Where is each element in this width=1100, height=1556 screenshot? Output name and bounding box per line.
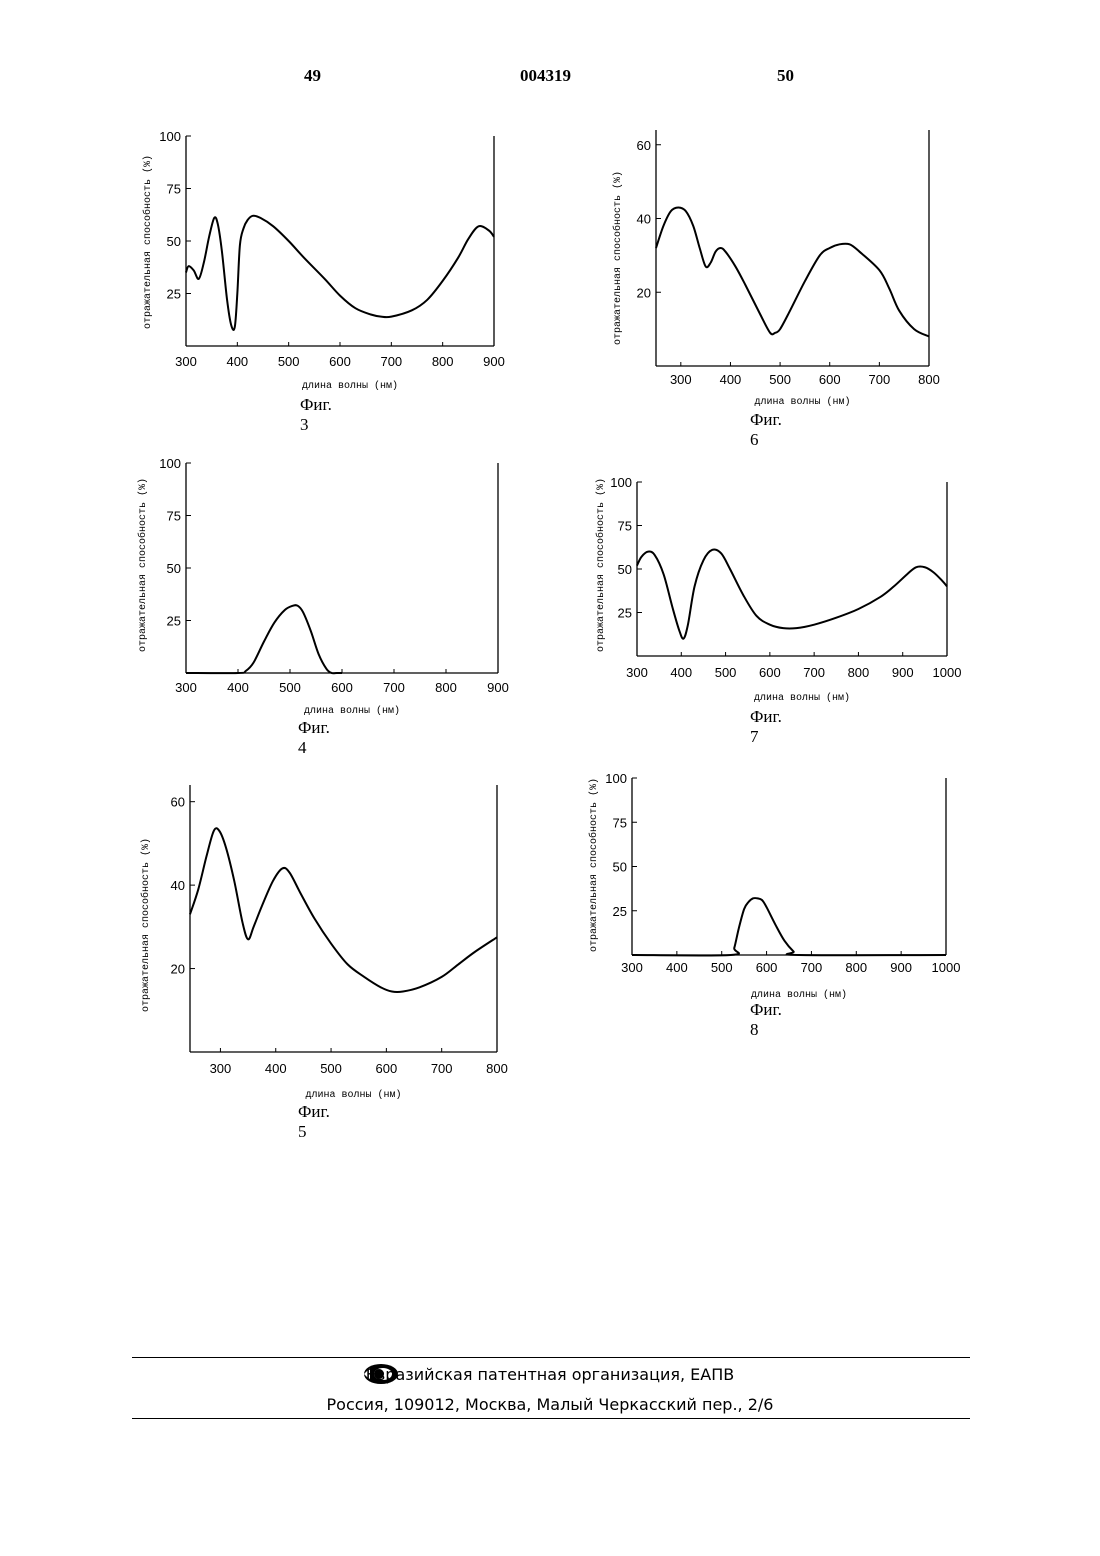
- x-tick-label: 500: [711, 960, 733, 975]
- footer-address: Россия, 109012, Москва, Малый Черкасский…: [0, 1395, 1100, 1414]
- x-tick-label: 700: [801, 960, 823, 975]
- x-tick-label: 1000: [932, 960, 961, 975]
- y-tick-label: 75: [613, 815, 627, 830]
- chart-svg: 3004005006007008009001000255075100длина …: [0, 0, 1100, 1200]
- figure-caption: Фиг. 8: [750, 1000, 782, 1040]
- y-tick-label: 100: [605, 771, 627, 786]
- y-tick-label: 50: [613, 860, 627, 875]
- x-tick-label: 300: [621, 960, 643, 975]
- x-tick-label: 400: [666, 960, 688, 975]
- reflectance-series-line: [632, 898, 946, 956]
- x-tick-label: 800: [845, 960, 867, 975]
- footer-organization: Евразийская патентная организация, ЕАПВ: [0, 1365, 1100, 1384]
- footer-bottom-rule: [132, 1418, 970, 1419]
- footer-top-rule: [132, 1357, 970, 1358]
- y-axis-label: отражательная способность (%): [587, 778, 600, 952]
- y-tick-label: 25: [613, 904, 627, 919]
- x-tick-label: 600: [756, 960, 778, 975]
- x-tick-label: 900: [890, 960, 912, 975]
